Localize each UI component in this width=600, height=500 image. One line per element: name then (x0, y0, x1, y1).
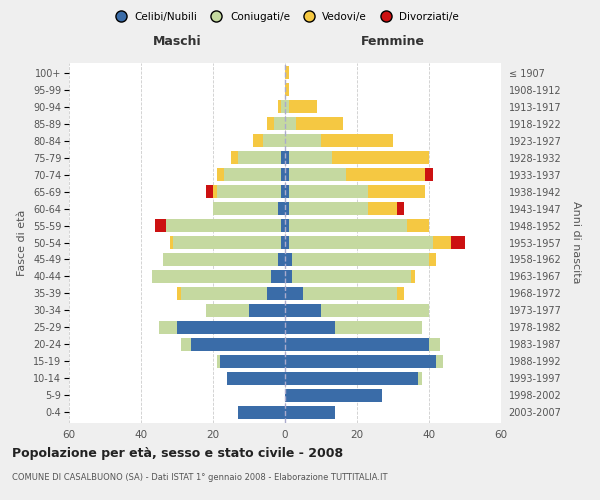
Bar (217, 168, 224, 181)
Text: Maschi: Maschi (152, 35, 202, 48)
Bar (152, 270, 271, 283)
Bar (281, 236, 285, 250)
Bar (238, 406, 285, 419)
Bar (321, 134, 393, 147)
Bar (159, 320, 177, 334)
Bar (429, 338, 440, 351)
Bar (181, 286, 267, 300)
Bar (285, 372, 418, 385)
Bar (170, 236, 173, 250)
Bar (177, 286, 181, 300)
Bar (281, 168, 285, 181)
Bar (285, 83, 289, 96)
Bar (285, 168, 289, 181)
Bar (285, 304, 321, 317)
Bar (425, 168, 433, 181)
Bar (289, 202, 368, 215)
Bar (285, 252, 292, 266)
Bar (285, 218, 289, 232)
Bar (227, 372, 285, 385)
Bar (267, 117, 274, 130)
Bar (289, 100, 317, 114)
Y-axis label: Fasce di età: Fasce di età (17, 210, 28, 276)
Bar (285, 320, 335, 334)
Bar (206, 304, 249, 317)
Bar (267, 286, 285, 300)
Bar (285, 134, 321, 147)
Bar (181, 338, 191, 351)
Bar (285, 406, 335, 419)
Legend: Celibi/Nubili, Coniugati/e, Vedovi/e, Divorziati/e: Celibi/Nubili, Coniugati/e, Vedovi/e, Di… (107, 8, 463, 26)
Bar (407, 218, 429, 232)
Bar (220, 354, 285, 368)
Bar (155, 218, 166, 232)
Bar (191, 338, 285, 351)
Bar (173, 236, 281, 250)
Bar (411, 270, 415, 283)
Bar (285, 338, 429, 351)
Bar (296, 117, 343, 130)
Bar (285, 100, 289, 114)
Bar (213, 185, 217, 198)
Bar (177, 320, 285, 334)
Bar (238, 151, 281, 164)
Bar (278, 252, 285, 266)
Bar (397, 202, 404, 215)
Bar (397, 286, 404, 300)
Text: COMUNE DI CASALBUONO (SA) - Dati ISTAT 1° gennaio 2008 - Elaborazione TUTTITALIA: COMUNE DI CASALBUONO (SA) - Dati ISTAT 1… (12, 472, 388, 482)
Text: Popolazione per età, sesso e stato civile - 2008: Popolazione per età, sesso e stato civil… (12, 448, 343, 460)
Bar (285, 117, 296, 130)
Bar (281, 100, 285, 114)
Bar (285, 66, 289, 80)
Bar (285, 270, 292, 283)
Bar (368, 185, 425, 198)
Bar (224, 168, 281, 181)
Y-axis label: Anni di nascita: Anni di nascita (571, 201, 581, 284)
Bar (332, 151, 429, 164)
Bar (289, 151, 332, 164)
Bar (263, 134, 285, 147)
Bar (418, 372, 422, 385)
Bar (217, 185, 281, 198)
Bar (231, 151, 238, 164)
Bar (271, 270, 285, 283)
Bar (335, 320, 422, 334)
Bar (217, 354, 220, 368)
Bar (285, 151, 289, 164)
Bar (289, 168, 346, 181)
Bar (285, 185, 289, 198)
Bar (321, 304, 429, 317)
Bar (292, 270, 411, 283)
Bar (285, 354, 436, 368)
Bar (281, 218, 285, 232)
Bar (285, 236, 289, 250)
Bar (274, 117, 285, 130)
Bar (433, 236, 451, 250)
Bar (166, 218, 281, 232)
Bar (281, 151, 285, 164)
Bar (289, 185, 368, 198)
Bar (289, 218, 407, 232)
Bar (163, 252, 278, 266)
Bar (281, 185, 285, 198)
Bar (292, 252, 429, 266)
Bar (436, 354, 443, 368)
Bar (429, 252, 436, 266)
Bar (285, 388, 382, 402)
Bar (368, 202, 397, 215)
Bar (249, 304, 285, 317)
Bar (253, 134, 263, 147)
Text: Femmine: Femmine (361, 35, 425, 48)
Bar (451, 236, 465, 250)
Bar (206, 185, 213, 198)
Bar (285, 286, 303, 300)
Bar (213, 202, 278, 215)
Bar (285, 202, 289, 215)
Bar (303, 286, 397, 300)
Bar (278, 202, 285, 215)
Bar (289, 236, 433, 250)
Bar (278, 100, 281, 114)
Bar (346, 168, 425, 181)
